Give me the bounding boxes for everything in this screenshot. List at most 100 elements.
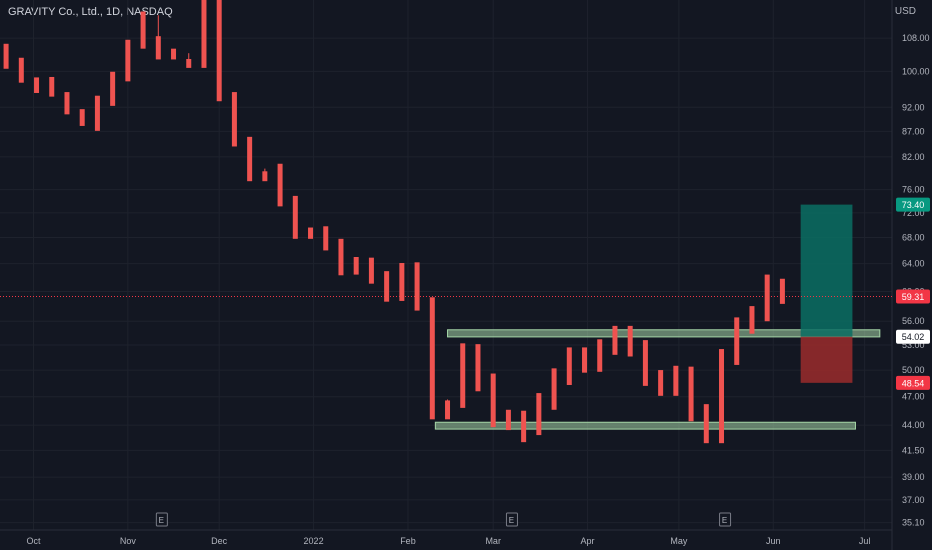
candle-body[interactable] [779, 278, 785, 304]
entry-price-text: 54.02 [902, 332, 925, 342]
candle-body[interactable] [642, 340, 648, 386]
candle-body[interactable] [231, 92, 237, 147]
earnings-event-label: E [509, 516, 514, 525]
target-price-label[interactable] [896, 197, 930, 212]
candle-body[interactable] [247, 136, 253, 182]
price-tick-label: 82.00 [902, 152, 925, 162]
candle-body[interactable] [764, 274, 770, 322]
time-tick-label: Apr [581, 536, 595, 546]
target-price-text: 73.40 [902, 200, 925, 210]
price-tick-label: 44.00 [902, 420, 925, 430]
price-tick-label: 76.00 [902, 185, 925, 195]
symbol-title[interactable]: GRAVITY Co., Ltd., 1D, NASDAQ [8, 6, 173, 18]
price-tick-label: 50.00 [902, 365, 925, 375]
candle-body[interactable] [384, 271, 390, 302]
candle-body[interactable] [110, 71, 116, 106]
candle-body[interactable] [79, 109, 85, 126]
candle-body[interactable] [201, 0, 207, 68]
time-tick-label: Feb [400, 536, 416, 546]
stop-price-text: 48.54 [902, 378, 925, 388]
time-tick-label: May [670, 536, 688, 546]
candle-body[interactable] [551, 368, 557, 410]
candle-body[interactable] [140, 11, 146, 49]
profit-target-zone[interactable] [800, 204, 853, 337]
last-price-label[interactable] [896, 289, 930, 304]
price-tick-label: 41.50 [902, 445, 925, 455]
price-tick-label: 47.00 [902, 392, 925, 402]
candle-body[interactable] [262, 171, 268, 182]
candle-body[interactable] [34, 77, 40, 93]
candle-body[interactable] [323, 226, 329, 251]
last-price-text: 59.31 [902, 292, 925, 302]
candle-body[interactable] [368, 257, 374, 284]
candle-body[interactable] [703, 404, 709, 444]
candle-body[interactable] [64, 92, 70, 115]
price-tick-label: 56.00 [902, 316, 925, 326]
price-tick-label: 87.00 [902, 126, 925, 136]
candle-body[interactable] [749, 306, 755, 334]
entry-price-label[interactable] [896, 329, 930, 344]
stop-price-label[interactable] [896, 375, 930, 390]
candle-body[interactable] [3, 43, 9, 69]
price-tick-label: 35.10 [902, 518, 925, 528]
candle-body[interactable] [627, 325, 633, 357]
candle-body[interactable] [734, 317, 740, 365]
stop-loss-zone[interactable] [800, 336, 853, 383]
time-tick-label: 2022 [304, 536, 324, 546]
candle-body[interactable] [292, 195, 298, 239]
candle-body[interactable] [125, 39, 131, 82]
candle-body[interactable] [171, 48, 177, 60]
candle-body[interactable] [597, 339, 603, 372]
candle-body[interactable] [18, 57, 24, 83]
candle-body[interactable] [566, 347, 572, 385]
candle-body[interactable] [673, 365, 679, 396]
candle-body[interactable] [719, 349, 725, 444]
candle-body[interactable] [445, 400, 451, 420]
candle-body[interactable] [94, 95, 100, 131]
time-tick-label: Mar [485, 536, 501, 546]
candle-body[interactable] [505, 409, 511, 431]
candle-body[interactable] [460, 343, 466, 408]
earnings-event-marker[interactable] [719, 512, 732, 527]
candle-body[interactable] [308, 227, 314, 239]
price-tick-label: 72.00 [902, 208, 925, 218]
earnings-event-marker[interactable] [505, 512, 518, 527]
candle-body[interactable] [353, 256, 359, 275]
candle-body[interactable] [490, 373, 496, 428]
price-tick-label: 39.00 [902, 472, 925, 482]
support-zone[interactable] [434, 421, 856, 430]
price-tick-label: 53.00 [902, 340, 925, 350]
resistance-zone[interactable] [447, 329, 881, 338]
time-tick-label: Oct [26, 536, 41, 546]
candle-body[interactable] [155, 36, 161, 60]
earnings-event-label: E [722, 516, 727, 525]
candle-body[interactable] [688, 366, 694, 422]
currency-label: USD [894, 6, 916, 17]
candle-body[interactable] [612, 325, 618, 355]
candle-body[interactable] [414, 262, 420, 311]
candle-body[interactable] [429, 297, 435, 420]
time-tick-label: Jul [859, 536, 871, 546]
time-tick-label: Dec [211, 536, 228, 546]
price-tick-label: 100.00 [902, 66, 930, 76]
candle-body[interactable] [49, 76, 55, 97]
earnings-event-label: E [159, 516, 164, 525]
candle-body[interactable] [399, 263, 405, 301]
candle-body[interactable] [216, 0, 222, 102]
candle-body[interactable] [658, 370, 664, 396]
time-tick-label: Jun [766, 536, 781, 546]
candle-body[interactable] [186, 59, 192, 68]
earnings-event-marker[interactable] [155, 512, 168, 527]
candle-body[interactable] [475, 344, 481, 392]
candle-body[interactable] [521, 410, 527, 443]
price-tick-label: 92.00 [902, 102, 925, 112]
time-tick-label: Nov [120, 536, 137, 546]
candle-body[interactable] [582, 347, 588, 373]
price-tick-label: 108.00 [902, 33, 930, 43]
candle-body[interactable] [277, 163, 283, 207]
price-tick-label: 37.00 [902, 495, 925, 505]
candle-body[interactable] [536, 393, 542, 436]
candle-body[interactable] [338, 238, 344, 276]
